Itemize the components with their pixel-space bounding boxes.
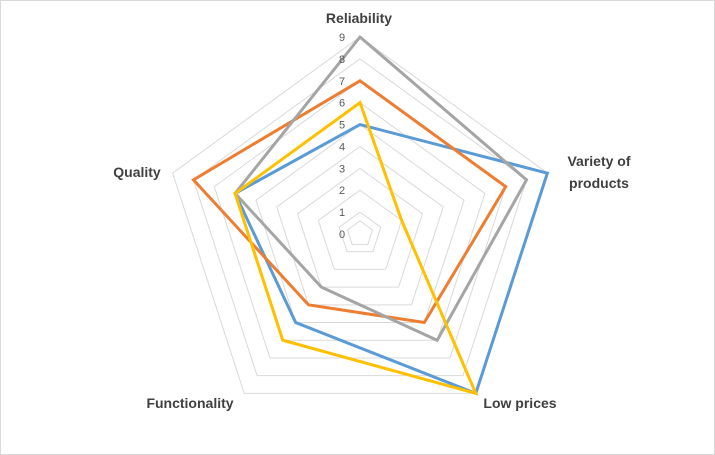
series-3-line — [233, 34, 529, 343]
series-1-line — [233, 122, 550, 396]
axis-label-5: Quality — [113, 164, 161, 180]
grid-ring-2 — [317, 189, 403, 270]
grid-ring-1 — [338, 211, 382, 253]
tick-label-0: 0 — [339, 229, 345, 241]
grid-ring-3 — [296, 167, 424, 288]
tick-label-1: 1 — [339, 207, 345, 219]
grid-ring-9 — [172, 36, 548, 394]
series-2-line — [191, 78, 508, 325]
grid-ring-0 — [346, 220, 374, 246]
tick-label-5: 5 — [339, 120, 345, 132]
axis-label-2: Variety of products — [567, 153, 630, 191]
axis-label-2-line-2: products — [569, 175, 629, 191]
axis-label-1-line-1: Reliability — [326, 10, 392, 26]
axis-label-5-line-1: Quality — [113, 164, 161, 180]
axis-label-3: Low prices — [483, 395, 556, 411]
grid-ring-5 — [255, 123, 465, 324]
tick-label-4: 4 — [339, 141, 345, 153]
axis-label-4-line-1: Functionality — [146, 395, 233, 411]
tick-label-9: 9 — [339, 32, 345, 44]
tick-label-2: 2 — [339, 185, 345, 197]
tick-label-3: 3 — [339, 163, 345, 175]
axis-label-3-line-1: Low prices — [483, 395, 556, 411]
axis-label-2-line-1: Variety of — [567, 153, 630, 169]
axis-label-1: Reliability — [326, 10, 392, 26]
tick-label-8: 8 — [339, 54, 345, 66]
series-4-line — [233, 100, 479, 396]
tick-label-6: 6 — [339, 98, 345, 110]
tick-label-7: 7 — [339, 76, 345, 88]
axis-label-4: Functionality — [146, 395, 233, 411]
